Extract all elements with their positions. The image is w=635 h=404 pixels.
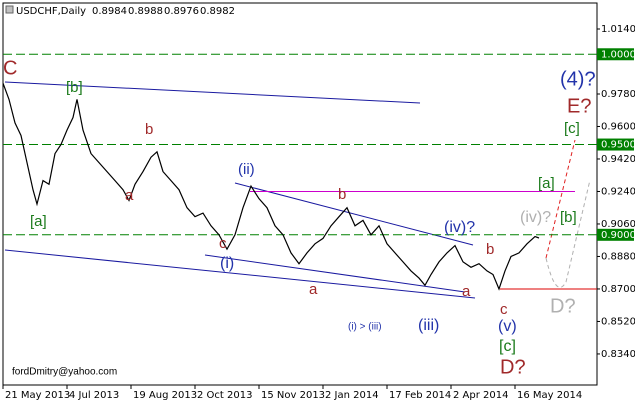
wave-label: [c] (564, 120, 580, 137)
chart-title: USDCHF,Daily (16, 6, 86, 17)
wave-label: E? (567, 95, 591, 117)
wave-label: a (125, 187, 134, 204)
plot-frame (2, 2, 598, 386)
chart-icon (5, 5, 14, 14)
wave-label: [a] (538, 175, 555, 192)
wave-label: (i) > (iii) (348, 322, 382, 333)
trend-line (4, 81, 421, 104)
alt-projection-line (545, 179, 591, 288)
trend-line (4, 249, 476, 299)
x-tick-label: 4 Jul 2013 (69, 390, 119, 401)
levels: 1.0000 0.9500 0.9000 (3, 48, 635, 290)
projection-line (545, 139, 576, 259)
x-tick-label: 2 Oct 2013 (197, 390, 252, 401)
ohlc-close: 0.8982 (200, 6, 235, 17)
wave-label: b (338, 186, 346, 203)
wave-label: (i) (220, 255, 234, 272)
x-tick-label: 16 May 2014 (517, 390, 582, 401)
wave-label: [a] (30, 213, 47, 230)
y-tick-label: 0.9600 (601, 121, 635, 132)
x-tick-label: 17 Feb 2014 (389, 390, 451, 401)
x-tick-label: 21 May 2013 (5, 390, 70, 401)
wave-label: (4)? (560, 68, 596, 90)
axes: 1.0140 0.9780 0.9600 0.9420 0.9240 0.9060 0.88… (2, 24, 635, 401)
wave-label: a (309, 281, 318, 298)
wave-label: (iv)? (520, 209, 551, 226)
level-label: 0.9000 (601, 230, 635, 241)
wave-label: D? (550, 295, 576, 317)
y-tick-label: 0.8880 (601, 251, 635, 262)
level-label: 1.0000 (601, 49, 635, 60)
wave-label: [c] (499, 338, 516, 355)
y-tick-label: 0.9420 (601, 154, 635, 165)
y-tick-label: 0.9060 (601, 219, 635, 230)
x-tick-label: 2 Apr 2014 (453, 390, 508, 401)
y-tick-label: 0.9780 (601, 89, 635, 100)
x-tick-label: 2 Jan 2014 (325, 390, 379, 401)
x-tick-label: 19 Aug 2013 (133, 390, 197, 401)
level-label-box (597, 228, 634, 241)
wave-label: b (486, 241, 494, 258)
wave-label: (iv)? (444, 219, 475, 236)
wave-label: c (219, 235, 227, 252)
wave-label: [b] (560, 209, 577, 226)
y-tick-label: 0.9240 (601, 186, 635, 197)
wave-label: [b] (66, 79, 83, 96)
annotations: C [b] b [a] a (ii) c (i) b a (i) > (iii) (iii) (iv)?… (3, 57, 596, 378)
wave-label: a (462, 283, 471, 300)
trend-line (204, 254, 466, 293)
ohlc-high: 0.8988 (128, 6, 163, 17)
wave-label: D? (500, 356, 526, 378)
y-tick-label: 0.8520 (601, 316, 635, 327)
level-label-box (597, 138, 634, 151)
wave-label: (v) (498, 318, 517, 335)
wave-label: C (3, 57, 17, 79)
y-tick-label: 1.0140 (601, 24, 635, 35)
wave-label: (iii) (418, 317, 439, 334)
level-label-box (597, 48, 634, 61)
ohlc-open: 0.8984 (92, 6, 127, 17)
wave-label: fordDmitry@yahoo.com (12, 367, 117, 378)
wave-label: (ii) (238, 161, 255, 178)
wave-label: b (145, 121, 153, 138)
x-tick-label: 15 Nov 2013 (261, 390, 325, 401)
y-tick-label: 0.8340 (601, 349, 635, 360)
series (2, 82, 540, 291)
ohlc-low: 0.8976 (164, 6, 199, 17)
level-label: 0.9500 (601, 140, 635, 151)
wave-label: c (500, 301, 508, 318)
price-line (2, 82, 540, 291)
y-tick-label: 0.8700 (601, 284, 635, 295)
